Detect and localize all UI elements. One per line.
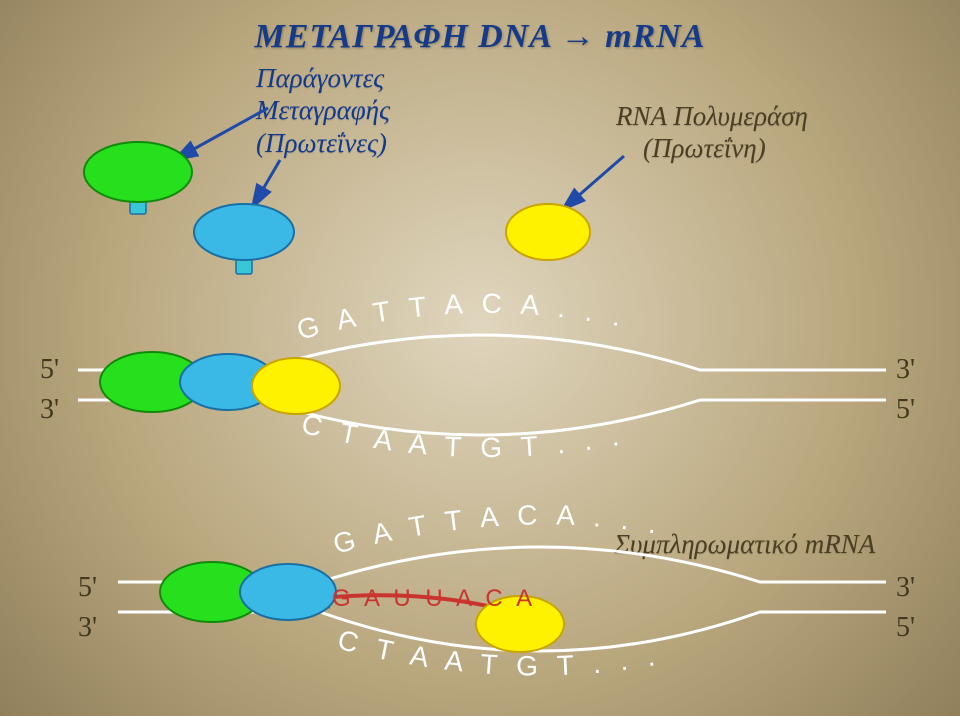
polymerase-yellow-ellipse xyxy=(506,204,590,260)
arrow-to-cyan xyxy=(252,160,280,208)
d2-seq-mrna: G A U U A C A xyxy=(332,585,536,612)
d2-cyan xyxy=(240,564,336,620)
tf-cyan-ellipse xyxy=(194,204,294,260)
d1-seq-bottom: C T A A T G T . . . xyxy=(299,408,627,463)
arrow-to-yellow xyxy=(562,156,624,210)
tf-green-ellipse xyxy=(84,142,192,202)
d1-yellow xyxy=(252,358,340,414)
arrow-to-green xyxy=(174,108,268,160)
diagram-layer: G A T T A C A . . . C T A A T G T . . . … xyxy=(0,0,960,716)
d1-seq-top: G A T T A C A . . . xyxy=(294,288,630,346)
